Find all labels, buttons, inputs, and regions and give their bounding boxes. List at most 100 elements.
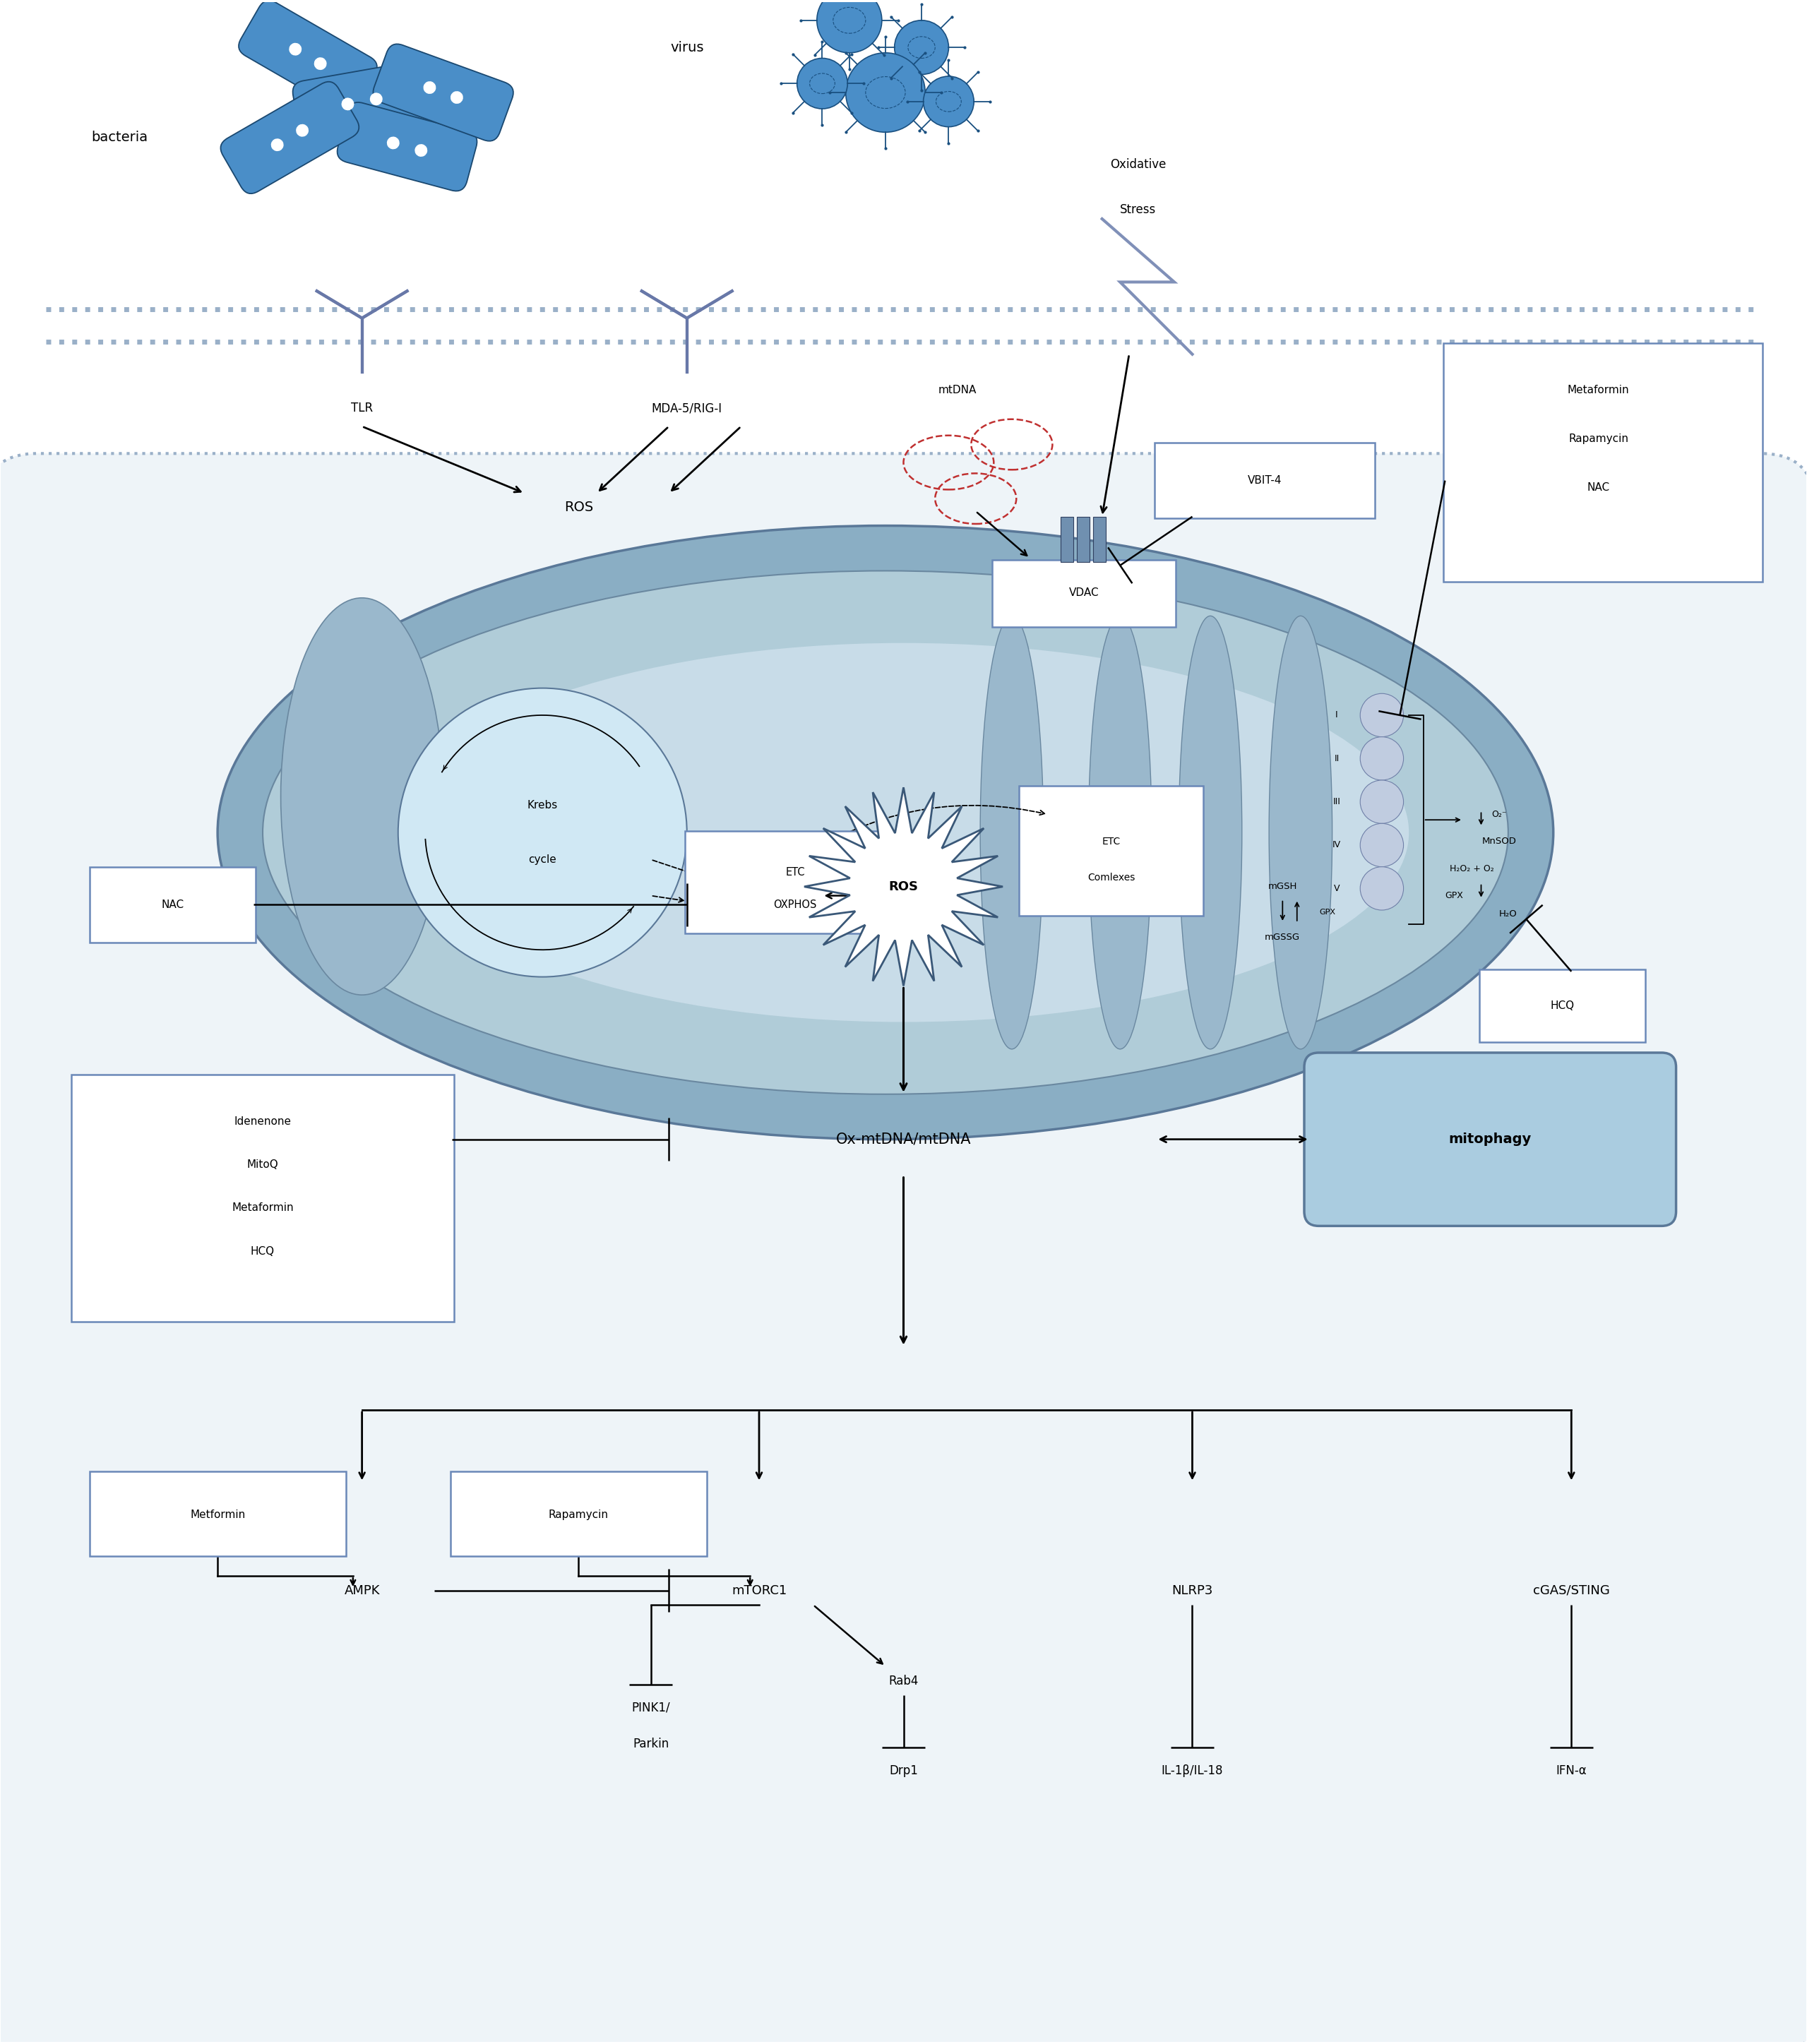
Text: ROS: ROS xyxy=(564,501,593,515)
Text: cGAS/STING: cGAS/STING xyxy=(1532,1584,1610,1596)
Circle shape xyxy=(398,689,687,977)
Text: TLR: TLR xyxy=(351,403,372,415)
Text: O₂⁻: O₂⁻ xyxy=(1491,809,1507,820)
Text: GPX: GPX xyxy=(1446,891,1464,899)
Circle shape xyxy=(296,125,309,137)
Text: MDA-5/RIG-I: MDA-5/RIG-I xyxy=(652,403,723,415)
Text: NAC: NAC xyxy=(161,899,184,910)
Text: mitophagy: mitophagy xyxy=(1449,1132,1532,1147)
Text: mTORC1: mTORC1 xyxy=(732,1584,786,1596)
Circle shape xyxy=(342,98,354,110)
Text: I: I xyxy=(1335,711,1337,719)
Ellipse shape xyxy=(1269,615,1332,1049)
FancyBboxPatch shape xyxy=(0,454,1807,2044)
Text: virus: virus xyxy=(670,41,703,53)
Text: mtDNA: mtDNA xyxy=(938,384,978,397)
Circle shape xyxy=(1361,693,1404,736)
Text: ETC: ETC xyxy=(1102,836,1120,846)
Bar xyxy=(1077,517,1090,562)
Text: ROS: ROS xyxy=(889,881,918,893)
Circle shape xyxy=(1361,736,1404,781)
Circle shape xyxy=(416,143,428,157)
Circle shape xyxy=(423,82,435,94)
Text: Metaformin: Metaformin xyxy=(231,1202,295,1214)
Polygon shape xyxy=(804,787,1003,985)
Circle shape xyxy=(846,53,925,133)
Text: MnSOD: MnSOD xyxy=(1482,836,1516,846)
Ellipse shape xyxy=(1178,615,1241,1049)
FancyBboxPatch shape xyxy=(450,1472,707,1555)
Circle shape xyxy=(894,20,949,74)
FancyBboxPatch shape xyxy=(338,102,477,190)
Text: Krebs: Krebs xyxy=(528,799,558,811)
Bar xyxy=(1093,517,1106,562)
Text: V: V xyxy=(1334,883,1339,893)
Text: mGSH: mGSH xyxy=(1269,883,1297,891)
Text: IV: IV xyxy=(1332,840,1341,850)
FancyBboxPatch shape xyxy=(1155,444,1375,519)
Circle shape xyxy=(271,139,284,151)
Ellipse shape xyxy=(979,615,1043,1049)
Text: AMPK: AMPK xyxy=(343,1584,379,1596)
Text: bacteria: bacteria xyxy=(90,131,148,145)
Text: Comlexes: Comlexes xyxy=(1088,873,1135,883)
Text: MitoQ: MitoQ xyxy=(248,1159,278,1169)
FancyBboxPatch shape xyxy=(685,830,905,934)
FancyBboxPatch shape xyxy=(1305,1053,1677,1226)
Text: H₂O: H₂O xyxy=(1500,910,1518,918)
Text: GPX: GPX xyxy=(1319,908,1335,916)
Text: Stress: Stress xyxy=(1120,204,1156,217)
Circle shape xyxy=(1361,781,1404,824)
FancyBboxPatch shape xyxy=(1019,785,1203,916)
Ellipse shape xyxy=(1088,615,1151,1049)
Text: Rab4: Rab4 xyxy=(889,1674,918,1686)
FancyBboxPatch shape xyxy=(89,867,255,942)
Circle shape xyxy=(450,92,463,104)
FancyBboxPatch shape xyxy=(992,560,1176,628)
FancyBboxPatch shape xyxy=(1444,343,1762,583)
Ellipse shape xyxy=(217,525,1554,1139)
Circle shape xyxy=(797,57,847,108)
Text: mGSSG: mGSSG xyxy=(1265,932,1301,942)
FancyBboxPatch shape xyxy=(239,0,378,112)
Circle shape xyxy=(314,57,327,69)
Text: IL-1β/IL-18: IL-1β/IL-18 xyxy=(1162,1764,1223,1778)
Text: Metaformin: Metaformin xyxy=(1567,384,1630,397)
Circle shape xyxy=(1361,824,1404,867)
Text: PINK1/: PINK1/ xyxy=(631,1701,670,1715)
Circle shape xyxy=(817,0,882,53)
Text: Rapamycin: Rapamycin xyxy=(1568,433,1628,444)
Text: III: III xyxy=(1334,797,1341,807)
Circle shape xyxy=(387,137,399,149)
Circle shape xyxy=(370,92,383,106)
FancyBboxPatch shape xyxy=(220,82,360,194)
FancyBboxPatch shape xyxy=(372,45,513,141)
Text: NLRP3: NLRP3 xyxy=(1171,1584,1212,1596)
Text: NAC: NAC xyxy=(1587,482,1610,493)
Text: cycle: cycle xyxy=(528,854,557,865)
Text: HCQ: HCQ xyxy=(251,1247,275,1257)
Text: VBIT-4: VBIT-4 xyxy=(1247,476,1281,486)
Text: Oxidative: Oxidative xyxy=(1109,157,1166,172)
FancyBboxPatch shape xyxy=(89,1472,345,1555)
Text: Ox-mtDNA/mtDNA: Ox-mtDNA/mtDNA xyxy=(837,1132,970,1147)
Text: Idenenone: Idenenone xyxy=(235,1116,291,1126)
Text: OXPHOS: OXPHOS xyxy=(773,899,817,910)
Text: HCQ: HCQ xyxy=(1550,1000,1574,1012)
Circle shape xyxy=(923,76,974,127)
Circle shape xyxy=(289,43,302,55)
Text: Rapamycin: Rapamycin xyxy=(549,1508,609,1521)
Text: Drp1: Drp1 xyxy=(889,1764,918,1778)
Ellipse shape xyxy=(398,644,1409,1022)
FancyBboxPatch shape xyxy=(293,61,432,141)
Text: II: II xyxy=(1334,754,1339,762)
FancyBboxPatch shape xyxy=(1480,969,1646,1042)
Bar xyxy=(1061,517,1073,562)
Text: ETC: ETC xyxy=(786,867,804,877)
Text: Parkin: Parkin xyxy=(632,1737,669,1750)
Text: H₂O₂ + O₂: H₂O₂ + O₂ xyxy=(1449,865,1494,873)
Text: IFN-α: IFN-α xyxy=(1556,1764,1587,1778)
Text: Metformin: Metformin xyxy=(190,1508,246,1521)
Text: VDAC: VDAC xyxy=(1070,587,1099,597)
FancyBboxPatch shape xyxy=(72,1075,454,1322)
